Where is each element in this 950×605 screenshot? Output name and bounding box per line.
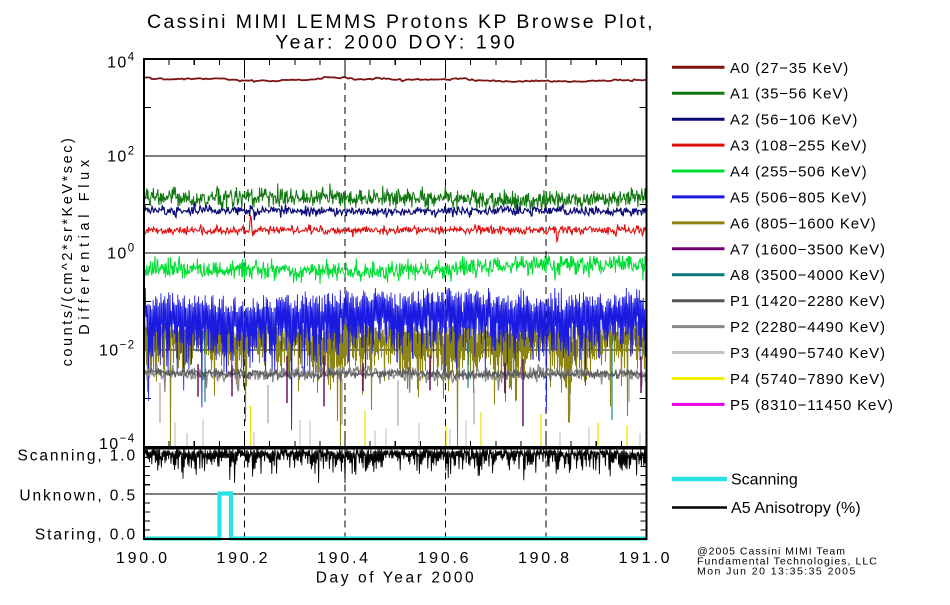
svg-text:190.6: 190.6 (418, 550, 472, 567)
svg-text:Staring, 0.0: Staring, 0.0 (35, 527, 137, 544)
svg-text:A7 (1600−3500 KeV): A7 (1600−3500 KeV) (730, 241, 886, 258)
svg-text:A0 (27−35 KeV): A0 (27−35 KeV) (730, 60, 849, 77)
svg-text:A4 (255−506 KeV): A4 (255−506 KeV) (730, 164, 867, 181)
svg-text:Scanning, 1.0: Scanning, 1.0 (18, 448, 138, 465)
svg-text:190.0: 190.0 (116, 550, 170, 567)
svg-text:counts/(cm^2*sr*KeV*sec): counts/(cm^2*sr*KeV*sec) (60, 136, 76, 367)
svg-text:P5 (8310−11450 KeV): P5 (8310−11450 KeV) (730, 397, 894, 414)
svg-text:Scanning: Scanning (731, 472, 798, 489)
svg-text:P1 (1420−2280 KeV): P1 (1420−2280 KeV) (730, 293, 886, 310)
svg-text:102: 102 (107, 146, 135, 166)
svg-text:190.4: 190.4 (317, 550, 371, 567)
svg-text:104: 104 (107, 52, 135, 72)
svg-text:A5 (506−805 KeV): A5 (506−805 KeV) (730, 189, 867, 206)
svg-text:Day of Year 2000: Day of Year 2000 (316, 570, 477, 587)
svg-text:A5 Anisotropy (%): A5 Anisotropy (%) (731, 500, 861, 517)
svg-text:P4 (5740−7890 KeV): P4 (5740−7890 KeV) (730, 371, 886, 388)
svg-text:A2 (56−106 KeV): A2 (56−106 KeV) (730, 112, 858, 129)
svg-text:Mon Jun 20 13:35:35 2005: Mon Jun 20 13:35:35 2005 (697, 566, 857, 578)
svg-text:Year: 2000 DOY: 190: Year: 2000 DOY: 190 (275, 32, 517, 54)
svg-text:P3 (4490−5740 KeV): P3 (4490−5740 KeV) (730, 345, 886, 362)
svg-text:A3 (108−255 KeV): A3 (108−255 KeV) (730, 138, 867, 155)
svg-text:100: 100 (107, 243, 135, 263)
svg-text:Unknown, 0.5: Unknown, 0.5 (19, 488, 137, 505)
svg-text:Cassini MIMI LEMMS Protons KP: Cassini MIMI LEMMS Protons KP Browse Plo… (147, 11, 655, 33)
svg-text:190.2: 190.2 (217, 550, 271, 567)
svg-text:190.8: 190.8 (518, 550, 572, 567)
svg-text:A6 (805−1600 KeV): A6 (805−1600 KeV) (730, 215, 877, 232)
svg-text:A1 (35−56 KeV): A1 (35−56 KeV) (730, 86, 849, 103)
svg-text:A8 (3500−4000 KeV): A8 (3500−4000 KeV) (730, 267, 886, 284)
svg-text:@2005 Cassini MIMI Team: @2005 Cassini MIMI Team (697, 546, 846, 558)
svg-text:191.0: 191.0 (619, 550, 673, 567)
svg-text:P2 (2280−4490 KeV): P2 (2280−4490 KeV) (730, 319, 886, 336)
svg-text:Differential Flux: Differential Flux (77, 155, 93, 335)
svg-text:Fundamental Technologies, LLC: Fundamental Technologies, LLC (697, 556, 878, 568)
